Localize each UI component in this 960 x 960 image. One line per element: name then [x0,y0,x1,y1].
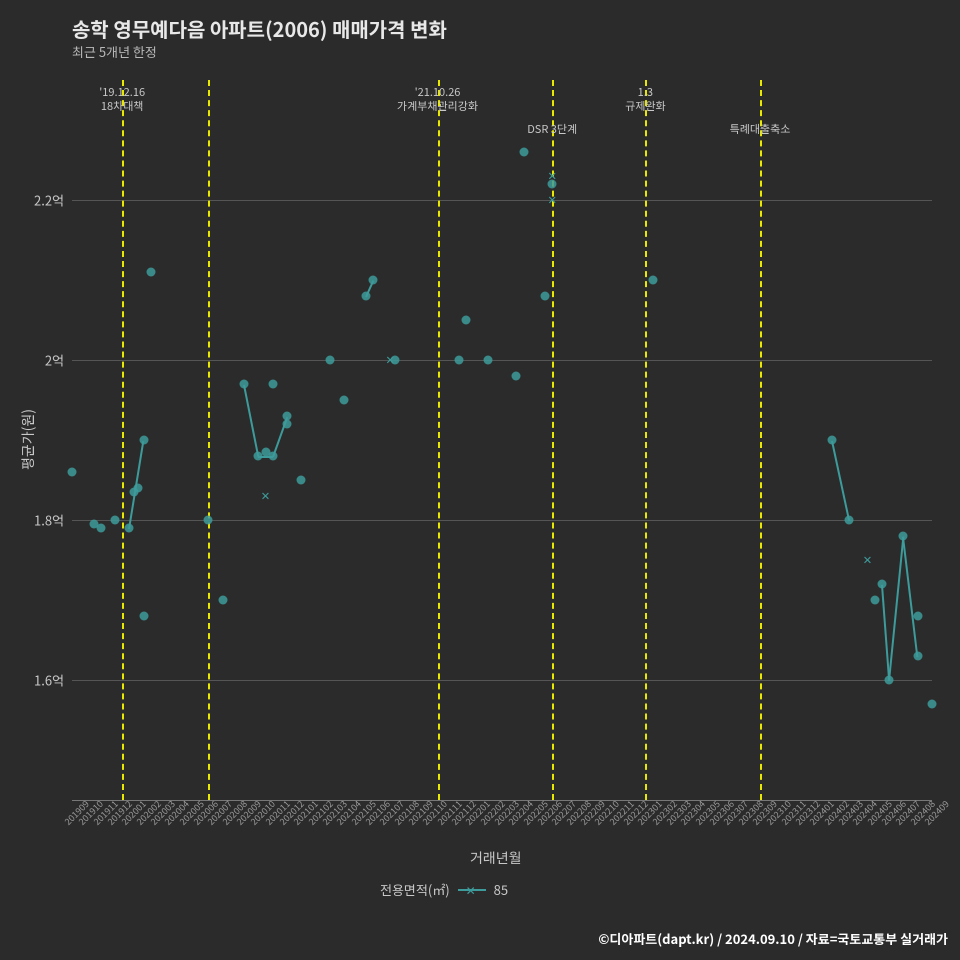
y-tick-label: 2억 [45,351,64,370]
series-line [902,537,918,657]
chart-root: 송학 영무예다음 아파트(2006) 매매가격 변화 최근 5개년 한정 평균가… [0,0,960,960]
chart-subtitle: 최근 5개년 한정 [72,42,157,61]
data-point [146,268,155,277]
data-point [483,356,492,365]
x-axis-label: 거래년월 [470,848,522,868]
data-point [648,276,657,285]
data-point [870,596,879,605]
legend: 전용면적(㎡) 85 [380,880,508,899]
data-point [204,516,213,525]
data-point [139,612,148,621]
event-vline [438,80,440,800]
data-point [340,396,349,405]
y-tick-label: 1.8억 [34,511,64,530]
y-tick-label: 1.6억 [34,671,64,690]
data-point [361,292,370,301]
data-point [139,436,148,445]
event-vline [645,80,647,800]
annotation: '21.10.26가계부채관리강화 [397,85,478,114]
series-line [831,441,850,521]
series-line [243,385,259,457]
event-vline [208,80,210,800]
data-point [827,436,836,445]
data-point [512,372,521,381]
series-line [888,537,904,681]
gridline [72,520,932,521]
data-point [913,652,922,661]
data-point [133,484,142,493]
y-axis-label: 평균가(원) [18,409,38,470]
x-mark: ✕ [548,193,556,207]
x-mark: ✕ [261,489,269,503]
x-mark: ✕ [863,553,871,567]
annotation: 1.3규제완화 [625,85,665,114]
gridline [72,680,932,681]
gridline [72,200,932,201]
legend-mark-icon [458,889,486,891]
data-point [899,532,908,541]
data-point [125,524,134,533]
legend-title: 전용면적(㎡) [380,880,450,899]
annotation: 특례대출축소 [730,122,791,136]
x-mark: ✕ [386,353,394,367]
credit-line: ©디아파트(dapt.kr) / 2024.09.10 / 자료=국토교통부 실… [598,929,948,948]
legend-item: 85 [494,880,508,899]
data-point [268,452,277,461]
gridline [72,360,932,361]
chart-title: 송학 영무예다음 아파트(2006) 매매가격 변화 [72,14,447,43]
data-point [369,276,378,285]
x-mark: ✕ [548,169,556,183]
data-point [297,476,306,485]
data-point [326,356,335,365]
data-point [541,292,550,301]
annotation: '19.12.1618차대책 [99,85,145,114]
data-point [240,380,249,389]
data-point [455,356,464,365]
data-point [928,700,937,709]
event-vline [122,80,124,800]
annotation: DSR 3단계 [527,122,577,136]
data-point [877,580,886,589]
data-point [268,380,277,389]
data-point [111,516,120,525]
event-vline [760,80,762,800]
data-point [462,316,471,325]
data-point [68,468,77,477]
data-point [913,612,922,621]
data-point [218,596,227,605]
data-point [885,676,894,685]
data-point [96,524,105,533]
y-tick-label: 2.2억 [34,191,64,210]
data-point [283,420,292,429]
data-point [844,516,853,525]
plot-area: 1.6억1.8억2억2.2억'19.12.1618차대책'21.10.26가계부… [72,80,932,800]
data-point [519,148,528,157]
